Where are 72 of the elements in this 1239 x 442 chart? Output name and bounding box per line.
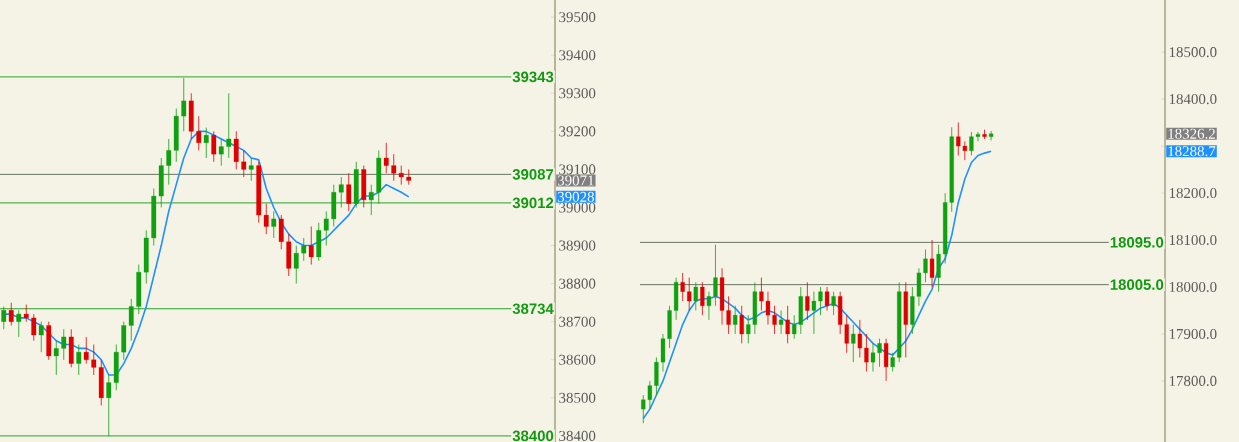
y-tick-label: 39300 [559,88,596,99]
candlestick [851,324,856,363]
candlestick [38,321,44,353]
candlestick [785,305,790,344]
ref-line-label: 39012 [512,197,554,209]
candlestick [308,226,314,265]
candlestick [8,302,14,326]
candlestick [857,319,862,358]
candlestick [233,130,239,170]
y-tick-label: 39100 [559,164,596,175]
text: 18326.2 [1168,128,1215,139]
candlestick [693,281,698,311]
ref-line-label: 18005.0 [1110,279,1164,290]
y-tick-label: 17900.0 [1169,328,1217,340]
candlestick [778,310,784,335]
candlestick [700,281,705,316]
candlestick [383,142,389,174]
candlestick [83,336,89,364]
candlestick [883,338,889,382]
y-tick-label: 39000 [559,202,596,213]
candlestick [680,272,685,302]
candlestick [733,305,738,335]
candlestick [929,239,935,288]
candlestick [211,130,217,163]
candlestick [824,286,830,311]
candlestick [301,237,307,262]
y-tick-label: 38500 [559,392,596,403]
y-tick-label: 18400.0 [1169,94,1217,105]
y-tick-label: 18500.0 [1169,47,1217,58]
candlestick [203,127,209,159]
ref-line-label: 39343 [512,71,554,83]
text: 39071 [557,175,594,186]
text: 18288.7 [1168,146,1216,157]
candlestick [831,291,836,316]
y-tick-label: 38800 [559,278,596,289]
y-tick-label: 39500 [559,12,596,23]
candlestick [248,157,254,182]
candlestick [739,305,744,344]
candlestick [936,244,941,293]
y-tick-label: 38600 [559,354,596,365]
y-tick-label: 18100.0 [1169,234,1217,246]
candlestick [76,344,82,376]
candlestick [31,313,37,342]
y-tick-label: 39200 [559,126,596,137]
text: 39028 [557,191,594,202]
y-tick-label: 18000.0 [1169,281,1217,293]
candlestick [687,277,692,311]
candlestick [278,214,284,250]
candlestick [890,352,895,372]
y-tick-label: 18200.0 [1169,187,1217,199]
candlestick [346,172,352,212]
y-tick-label: 38400 [559,430,596,441]
candlestick [406,169,412,186]
candlestick [293,245,299,285]
candlestick [271,210,277,239]
candlestick [61,328,67,361]
candlestick [864,333,869,372]
candlestick [805,281,810,321]
y-tick-label: 38900 [559,240,596,251]
y-tick-label: 38700 [559,316,596,327]
candlestick [241,149,247,178]
y-tick-label: 39400 [559,50,596,61]
candlestick [218,138,224,167]
candlestick [53,340,59,376]
candlestick [226,92,232,159]
candlestick [988,130,994,141]
y-tick-label: 17800.0 [1169,375,1217,387]
ref-line-label: 38400 [512,430,554,442]
ref-line-label: 38734 [512,303,554,315]
ref-line-label: 39087 [512,169,554,180]
ref-line-label: 18095.0 [1110,237,1164,248]
candlestick [196,115,202,151]
